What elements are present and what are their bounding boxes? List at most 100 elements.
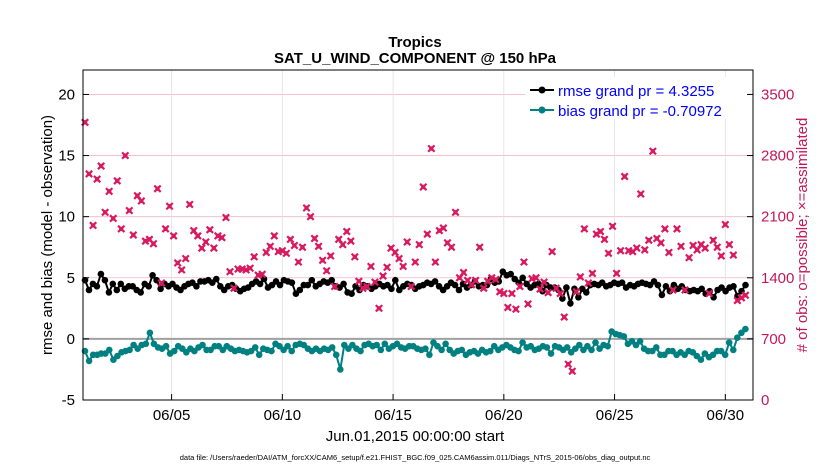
obs-marker-core — [396, 256, 402, 261]
obs-point — [217, 233, 226, 242]
bias-point — [357, 347, 364, 355]
obs-marker-core — [674, 226, 680, 232]
obs-marker-core — [614, 271, 619, 276]
bias-point — [146, 329, 154, 337]
rmse-point — [113, 286, 121, 294]
obs-point — [169, 231, 178, 240]
rmse-point — [260, 275, 268, 283]
obs-marker-core — [292, 243, 297, 248]
obs-marker-core — [219, 235, 225, 240]
obs-marker-core — [409, 284, 414, 289]
obs-marker-core — [312, 236, 317, 241]
obs-point — [604, 249, 613, 258]
obs-marker-core — [582, 226, 587, 232]
obs-marker-core — [481, 286, 486, 291]
obs-point — [507, 289, 516, 298]
obs-point — [221, 213, 230, 222]
obs-marker-core — [461, 270, 466, 275]
obs-point — [330, 282, 339, 291]
obs-point — [568, 367, 577, 376]
rmse-point — [153, 276, 160, 284]
obs-point — [383, 263, 392, 272]
obs-marker-core — [171, 233, 176, 239]
obs-point — [608, 222, 617, 231]
obs-marker-core — [646, 238, 652, 243]
obs-point — [721, 220, 730, 229]
obs-point — [713, 243, 722, 252]
obs-point — [153, 184, 162, 193]
obs-marker-core — [123, 153, 128, 158]
bias-point — [725, 339, 733, 346]
obs-point — [338, 240, 347, 249]
obs-marker-core — [98, 163, 104, 169]
obs-point — [524, 299, 532, 308]
obs-marker-core — [727, 242, 732, 247]
rmse-point — [575, 294, 582, 301]
obs-point — [326, 251, 335, 260]
legend: rmse grand pr = 4.3255 bias grand pr = -… — [525, 77, 747, 120]
bias-point — [381, 340, 389, 348]
y-axis-left-label: rmse and bias (model - observation) — [39, 115, 56, 355]
obs-point — [399, 262, 408, 271]
obs-marker-core — [453, 210, 458, 215]
bias-point — [288, 347, 296, 355]
obs-marker-core — [521, 259, 527, 265]
obs-marker-core — [260, 272, 265, 277]
obs-marker-core — [743, 293, 748, 298]
rmse-point — [388, 285, 395, 293]
obs-marker-core — [348, 238, 353, 244]
obs-marker-core — [533, 275, 539, 280]
bias-point — [734, 334, 741, 342]
obs-point — [193, 231, 202, 240]
bias-point — [486, 347, 494, 355]
rmse-point — [563, 284, 570, 291]
obs-point — [181, 254, 190, 263]
obs-marker-core — [155, 186, 160, 191]
obs-point — [322, 266, 331, 275]
rmse-point — [304, 281, 312, 289]
obs-point — [580, 224, 589, 233]
obs-point — [157, 279, 166, 287]
y-right-tick-label: 700 — [761, 331, 786, 348]
y-left-tick-label: -5 — [62, 392, 75, 409]
legend-rmse-label: rmse grand pr = 4.3255 — [558, 83, 714, 100]
obs-marker-core — [115, 178, 120, 184]
rmse-point — [348, 290, 355, 298]
bias-point — [442, 340, 449, 348]
obs-marker-core — [111, 216, 116, 221]
obs-marker-core — [187, 202, 192, 207]
rmse-point — [93, 283, 101, 290]
y-right-tick-label: 1400 — [761, 270, 794, 287]
obs-marker-core — [368, 264, 374, 269]
x-tick-label: 06/20 — [485, 407, 523, 424]
obs-marker-core — [86, 171, 92, 177]
obs-marker-core — [545, 290, 551, 295]
obs-marker-core — [324, 268, 329, 273]
obs-point — [733, 296, 742, 305]
obs-point — [427, 144, 436, 153]
obs-point — [379, 272, 387, 281]
obs-point — [415, 240, 424, 249]
obs-marker-core — [380, 273, 386, 279]
obs-point — [109, 214, 118, 223]
obs-point — [113, 176, 122, 185]
obs-point — [685, 253, 694, 262]
obs-point — [298, 243, 307, 252]
rmse-point — [109, 280, 117, 288]
bias-point — [730, 346, 737, 354]
bias-point — [106, 346, 113, 354]
obs-point — [318, 256, 327, 265]
obs-marker-core — [336, 237, 341, 242]
obs-point — [616, 246, 625, 255]
rmse-point — [662, 283, 670, 290]
obs-marker-core — [417, 242, 422, 247]
obs-marker-core — [235, 266, 241, 272]
obs-marker-core — [686, 255, 692, 260]
obs-marker-core — [634, 245, 639, 251]
obs-point — [419, 183, 428, 191]
x-tick-label: 06/30 — [707, 407, 745, 424]
bias-point — [422, 345, 429, 353]
obs-point — [226, 267, 234, 276]
obs-point — [673, 224, 681, 233]
obs-point — [431, 258, 440, 267]
